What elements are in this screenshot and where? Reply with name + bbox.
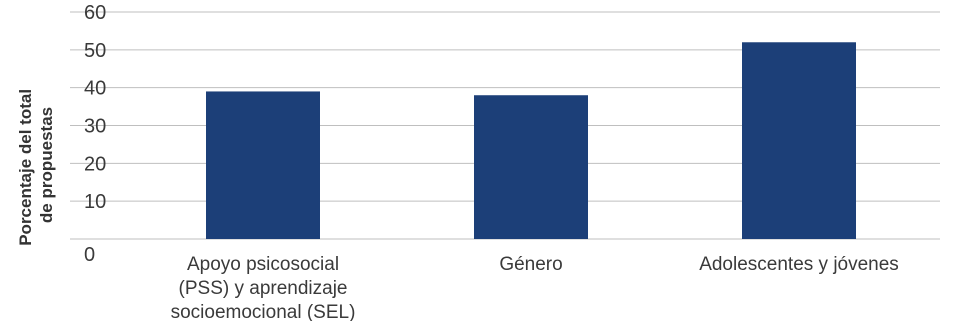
y-axis-label-line-1: Porcentaje del total (16, 89, 35, 246)
x-category-labels: Apoyo psicosocial (PSS) y aprendizaje soci… (171, 254, 899, 321)
y-tick-label: 0 (84, 244, 95, 266)
y-tick-label: 10 (84, 191, 106, 213)
y-tick-label: 20 (84, 153, 106, 175)
y-tick-label: 30 (84, 116, 106, 138)
y-tick-label: 40 (84, 78, 106, 100)
x-category-label-line: Adolescentes y jóvenes (699, 254, 899, 275)
x-category-label-line: socioemocional (SEL) (171, 302, 356, 321)
x-category-label: Adolescentes y jóvenes (699, 254, 899, 275)
x-category-label-line: Apoyo psicosocial (187, 254, 339, 275)
x-category-label: Género (499, 254, 562, 275)
bar (206, 91, 320, 239)
y-tick-label: 60 (84, 2, 106, 24)
x-category-label-line: Género (499, 254, 562, 275)
bars (206, 42, 856, 240)
y-axis-label-line-2: de propuestas (37, 107, 56, 223)
bar (474, 95, 588, 239)
y-axis-label: Porcentaje del total de propuestas (16, 84, 56, 246)
bar (742, 42, 856, 240)
y-tick-labels: 0 10 20 30 40 50 60 (84, 2, 106, 266)
y-tick-label: 50 (84, 40, 106, 62)
x-category-label-line: (PSS) y aprendizaje (179, 278, 348, 299)
x-category-label: Apoyo psicosocial (PSS) y aprendizaje soci… (171, 254, 356, 321)
